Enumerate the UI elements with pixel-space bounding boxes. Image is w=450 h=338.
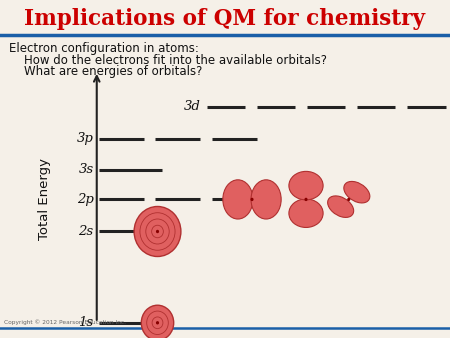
Text: 3p: 3p [76, 132, 94, 145]
Text: 3d: 3d [184, 100, 200, 113]
Text: How do the electrons fit into the available orbitals?: How do the electrons fit into the availa… [9, 54, 327, 67]
Text: Implications of QM for chemistry: Implications of QM for chemistry [24, 8, 426, 30]
Ellipse shape [141, 305, 174, 338]
Text: 3s: 3s [78, 163, 94, 176]
Ellipse shape [251, 180, 281, 219]
Text: Copyright © 2012 Pearson Education Inc.: Copyright © 2012 Pearson Education Inc. [4, 319, 126, 325]
Ellipse shape [134, 207, 181, 257]
Ellipse shape [304, 198, 308, 201]
Ellipse shape [347, 198, 351, 201]
Ellipse shape [156, 230, 159, 233]
Text: What are energies of orbitals?: What are energies of orbitals? [9, 65, 202, 78]
Ellipse shape [251, 198, 254, 201]
Text: 1s: 1s [78, 316, 94, 329]
Ellipse shape [289, 171, 323, 200]
Text: Total Energy: Total Energy [39, 159, 51, 240]
Text: 2p: 2p [76, 193, 94, 206]
Text: Electron configuration in atoms:: Electron configuration in atoms: [9, 42, 199, 55]
Ellipse shape [344, 182, 370, 203]
Ellipse shape [156, 321, 159, 324]
Text: 2s: 2s [78, 225, 94, 238]
Ellipse shape [223, 180, 253, 219]
Ellipse shape [289, 199, 323, 227]
Ellipse shape [328, 196, 354, 217]
